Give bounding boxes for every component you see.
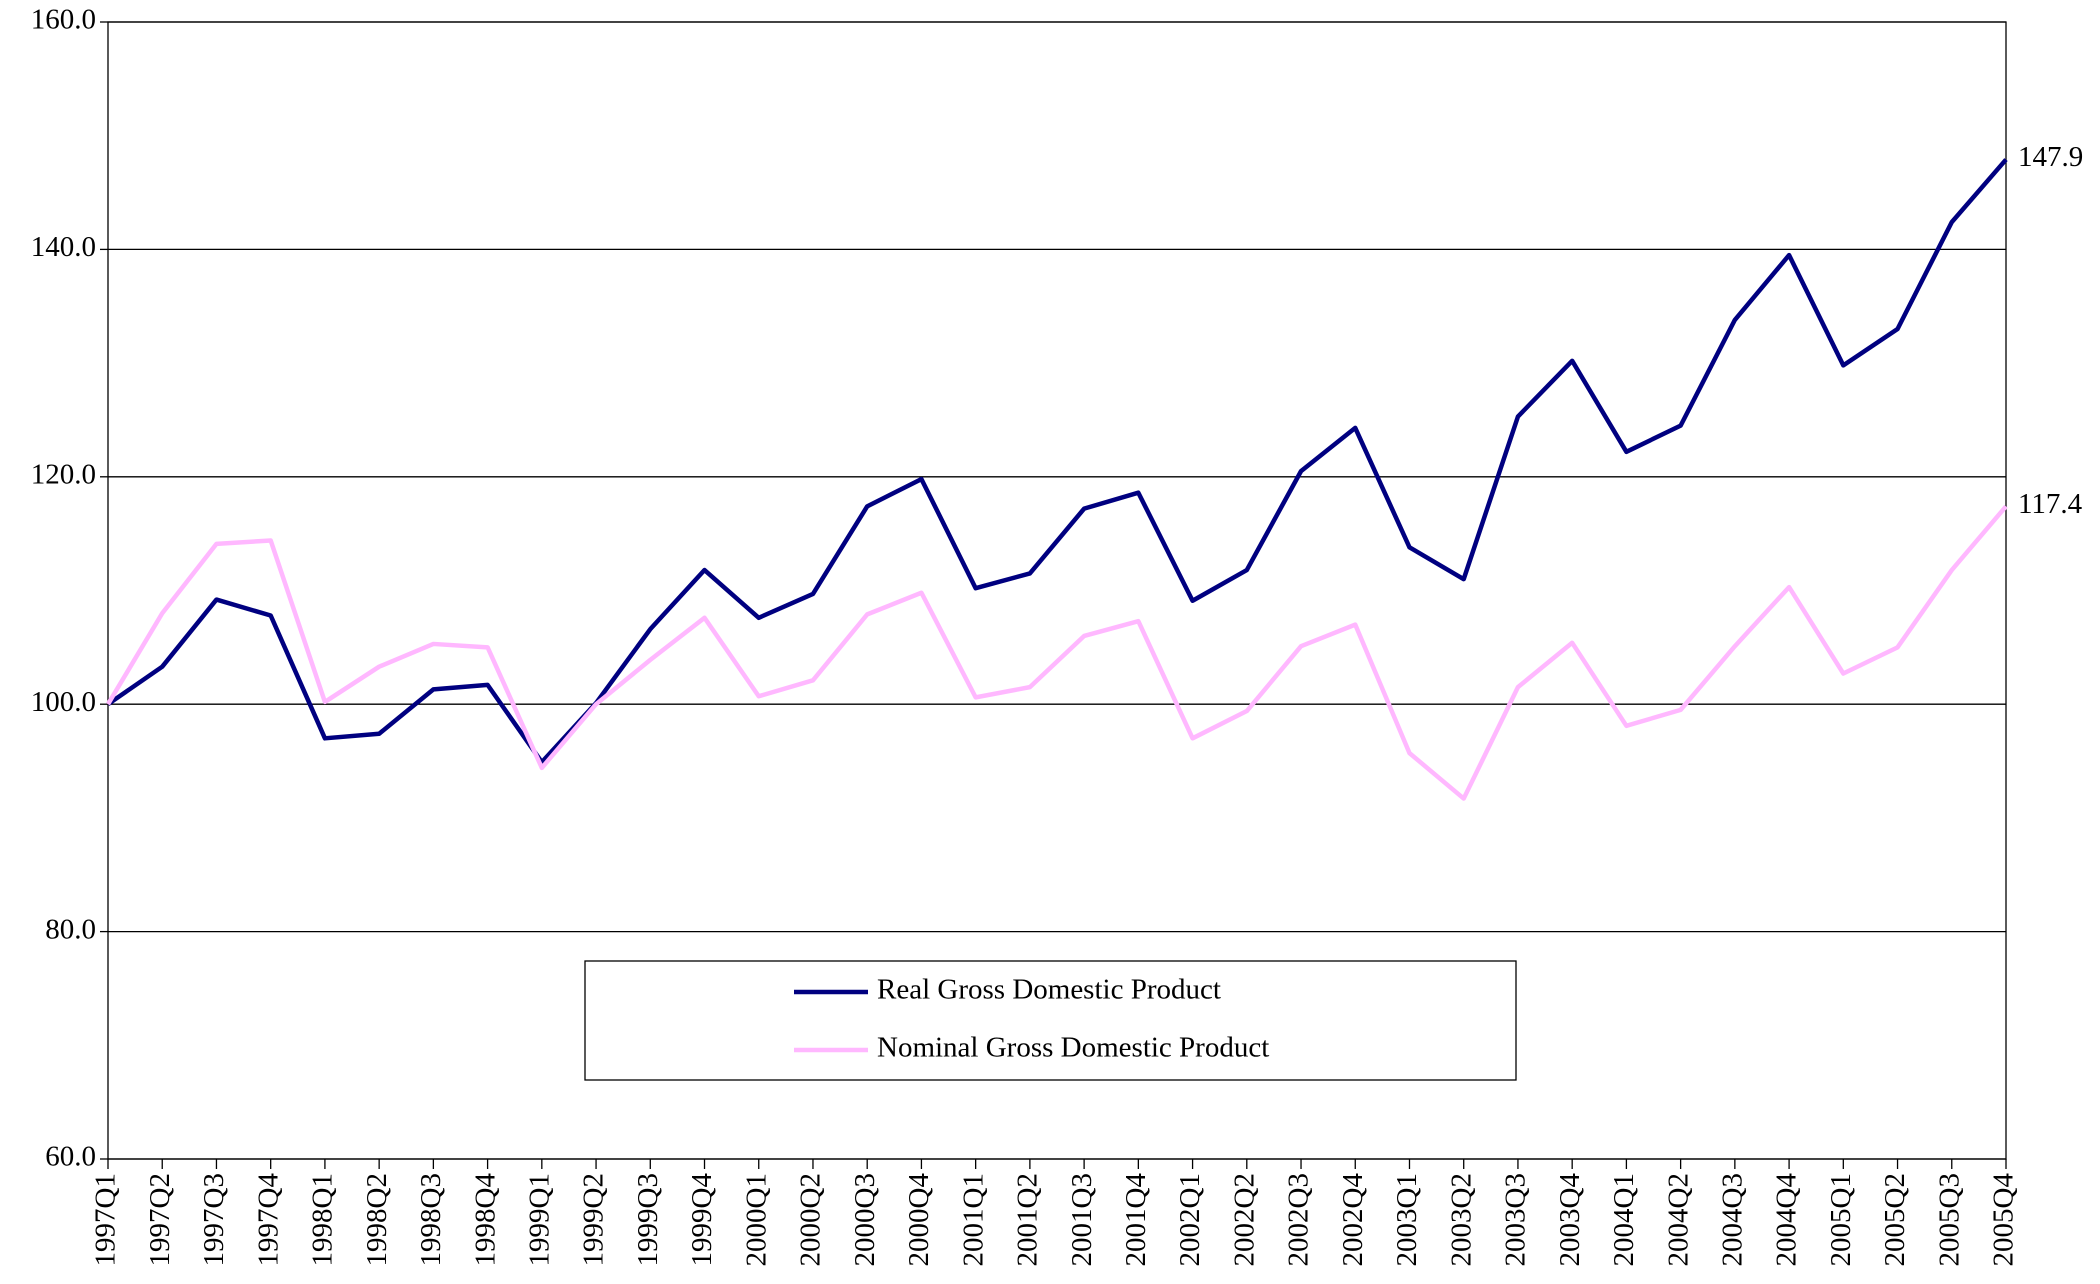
- x-tick-label: 2003Q2: [1445, 1173, 1477, 1266]
- y-tick-label: 160.0: [31, 4, 96, 36]
- y-tick-label: 120.0: [31, 458, 96, 490]
- legend-label: Real Gross Domestic Product: [877, 974, 1221, 1006]
- y-tick-label: 140.0: [31, 231, 96, 263]
- x-tick-label: 1999Q2: [578, 1173, 610, 1266]
- x-tick-label: 1998Q3: [415, 1173, 447, 1266]
- x-tick-label: 2001Q3: [1066, 1173, 1098, 1266]
- x-tick-label: 2003Q4: [1554, 1173, 1586, 1267]
- x-tick-label: 2004Q4: [1771, 1173, 1803, 1267]
- x-tick-label: 2005Q2: [1879, 1173, 1911, 1266]
- x-tick-label: 2002Q3: [1283, 1173, 1315, 1266]
- x-tick-label: 2004Q2: [1662, 1173, 1694, 1266]
- x-tick-label: 2000Q3: [849, 1173, 881, 1266]
- x-tick-label: 1997Q3: [198, 1173, 230, 1266]
- x-tick-label: 2005Q3: [1933, 1173, 1965, 1266]
- x-tick-label: 2000Q2: [795, 1173, 827, 1266]
- x-tick-label: 2001Q1: [957, 1173, 989, 1266]
- x-tick-label: 1997Q1: [90, 1173, 122, 1266]
- x-tick-label: 2002Q2: [1228, 1173, 1260, 1266]
- series-line: [106, 158, 2008, 765]
- x-tick-label: 2002Q4: [1337, 1173, 1369, 1267]
- y-tick-label: 80.0: [45, 913, 96, 945]
- x-tick-label: 2004Q1: [1608, 1173, 1640, 1266]
- x-tick-label: 1998Q2: [361, 1173, 393, 1266]
- x-tick-label: 2001Q2: [1012, 1173, 1044, 1266]
- x-tick-label: 1997Q4: [252, 1173, 284, 1267]
- x-tick-label: 2000Q4: [903, 1173, 935, 1267]
- x-tick-label: 1998Q4: [469, 1173, 501, 1267]
- plot-frame: [107, 21, 2007, 1160]
- x-tick-label: 2001Q4: [1120, 1173, 1152, 1267]
- x-tick-label: 1999Q1: [523, 1173, 555, 1266]
- x-tick-label: 2003Q1: [1391, 1173, 1423, 1266]
- x-tick-label: 2000Q1: [740, 1173, 772, 1266]
- x-tick-label: 2004Q3: [1717, 1173, 1749, 1266]
- end-value-label: 117.4: [2018, 488, 2083, 520]
- end-value-label: 147.9: [2018, 141, 2083, 173]
- x-tick-label: 1997Q2: [144, 1173, 176, 1266]
- x-tick-label: 1999Q3: [632, 1173, 664, 1266]
- x-tick-label: 1999Q4: [686, 1173, 718, 1267]
- x-tick-label: 1998Q1: [307, 1173, 339, 1266]
- series-line: [106, 504, 2008, 801]
- y-tick-label: 100.0: [31, 686, 96, 718]
- x-tick-label: 2002Q1: [1174, 1173, 1206, 1266]
- legend-label: Nominal Gross Domestic Product: [877, 1032, 1269, 1064]
- y-tick-label: 60.0: [45, 1141, 96, 1173]
- x-tick-label: 2005Q4: [1988, 1173, 2020, 1267]
- x-tick-label: 2005Q1: [1825, 1173, 1857, 1266]
- legend-box: [584, 960, 1517, 1081]
- x-tick-label: 2003Q3: [1500, 1173, 1532, 1266]
